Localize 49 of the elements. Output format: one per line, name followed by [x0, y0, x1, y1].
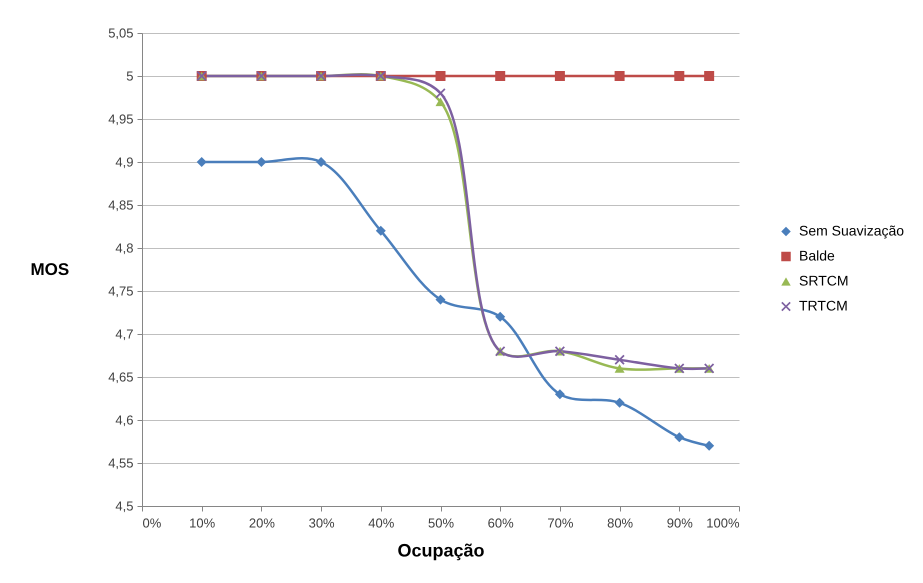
- y-tick-label: 5: [126, 68, 134, 84]
- point: [436, 71, 446, 81]
- point: [436, 294, 446, 305]
- legend-label: TRTCM: [799, 298, 848, 314]
- point: [674, 432, 684, 442]
- y-tick-label: 4,95: [108, 112, 134, 126]
- point: [614, 354, 625, 365]
- x-tick-label: 40%: [368, 516, 395, 530]
- point: [316, 157, 326, 167]
- legend-label: SRTCM: [799, 272, 849, 288]
- x-tick-label: 60%: [488, 516, 514, 530]
- y-tick-label: 4,55: [108, 456, 134, 470]
- x-tick-label: 30%: [308, 516, 336, 530]
- point: [554, 71, 565, 81]
- point: [495, 71, 506, 81]
- point: [495, 312, 506, 322]
- x-tick-label: 90%: [666, 516, 694, 530]
- x-tick-label: 0%: [142, 516, 162, 530]
- point: [704, 440, 714, 451]
- point: [554, 389, 565, 400]
- point: [256, 157, 266, 167]
- point: [436, 97, 446, 106]
- y-tick-label: 4,8: [115, 240, 134, 256]
- y-tick-label: 4,7: [115, 326, 134, 342]
- legend-label: Sem Suavização: [799, 222, 904, 238]
- x-tick-label: 70%: [547, 516, 574, 530]
- y-axis-title: MOS: [30, 260, 70, 279]
- y-tick-label: 4,85: [108, 198, 134, 212]
- x-tick-label: 50%: [428, 516, 454, 530]
- y-tick-label: 5,05: [108, 26, 134, 40]
- y-tick-label: 4,6: [115, 412, 134, 428]
- point: [376, 226, 386, 236]
- point: [614, 398, 625, 408]
- point: [196, 157, 207, 167]
- x-tick-label: 100%: [706, 516, 740, 530]
- point: [436, 88, 446, 98]
- point: [614, 71, 625, 81]
- x-tick-label: 10%: [189, 516, 216, 530]
- point: [614, 364, 625, 373]
- point: [704, 71, 714, 81]
- y-tick-label: 4,75: [108, 284, 134, 298]
- legend-label: Balde: [799, 248, 836, 264]
- y-tick-label: 4,9: [115, 154, 134, 170]
- y-tick-label: 4,65: [108, 370, 134, 384]
- point: [674, 71, 684, 81]
- x-axis-title: Ocupação: [397, 540, 485, 560]
- y-tick-label: 4,5: [115, 498, 134, 514]
- x-tick-label: 20%: [248, 516, 276, 530]
- x-tick-label: 80%: [607, 516, 634, 530]
